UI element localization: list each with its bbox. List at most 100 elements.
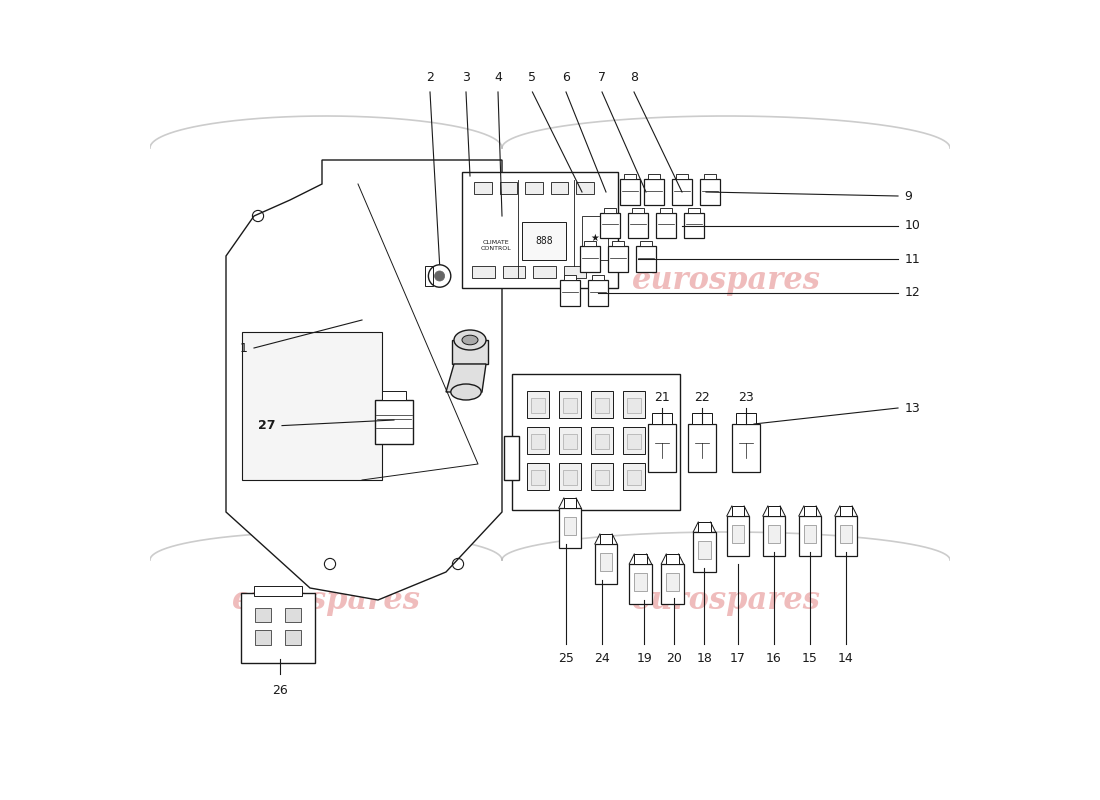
Text: 8: 8 xyxy=(630,71,638,84)
Text: ★: ★ xyxy=(591,234,600,243)
Text: 1: 1 xyxy=(240,342,248,354)
Bar xyxy=(660,208,672,213)
Bar xyxy=(582,216,607,260)
Text: 888: 888 xyxy=(536,236,553,246)
Bar xyxy=(472,266,495,278)
Ellipse shape xyxy=(462,335,478,345)
Bar xyxy=(499,182,517,194)
Bar xyxy=(627,398,641,413)
Text: 22: 22 xyxy=(694,391,710,404)
Text: 13: 13 xyxy=(904,402,921,414)
Bar xyxy=(768,525,780,543)
Bar xyxy=(426,266,433,286)
Text: 14: 14 xyxy=(838,652,854,665)
Circle shape xyxy=(434,271,444,281)
Bar xyxy=(629,564,651,604)
Bar xyxy=(588,280,608,306)
Bar xyxy=(835,516,857,556)
Bar xyxy=(285,608,301,622)
Bar xyxy=(580,246,600,272)
Bar xyxy=(635,554,647,564)
Bar xyxy=(635,573,647,591)
Polygon shape xyxy=(446,364,486,392)
Bar xyxy=(563,470,578,485)
Text: 23: 23 xyxy=(738,391,754,404)
Text: eurospares: eurospares xyxy=(232,585,420,615)
Bar xyxy=(839,506,853,516)
Bar xyxy=(503,266,525,278)
Bar xyxy=(525,182,542,194)
Text: 25: 25 xyxy=(558,652,574,665)
Bar xyxy=(768,506,780,516)
Bar xyxy=(591,463,613,490)
Bar xyxy=(600,553,613,571)
Bar xyxy=(527,427,549,454)
Bar xyxy=(636,246,656,272)
Bar xyxy=(648,424,676,472)
Text: 19: 19 xyxy=(637,652,652,665)
Bar xyxy=(534,266,556,278)
Polygon shape xyxy=(452,340,487,364)
Bar xyxy=(564,498,576,508)
Bar xyxy=(559,427,581,454)
Bar xyxy=(698,522,711,532)
Text: 16: 16 xyxy=(766,652,782,665)
Bar xyxy=(595,434,609,449)
Text: 24: 24 xyxy=(594,652,609,665)
Text: eurospares: eurospares xyxy=(631,265,821,295)
Bar xyxy=(383,391,406,400)
Bar xyxy=(704,174,716,179)
Bar xyxy=(608,246,628,272)
Ellipse shape xyxy=(454,330,486,350)
Bar xyxy=(591,391,613,418)
Bar xyxy=(684,213,704,238)
Text: 12: 12 xyxy=(904,286,921,299)
Bar xyxy=(531,470,546,485)
Bar xyxy=(592,275,604,280)
Bar xyxy=(600,213,620,238)
Bar xyxy=(559,463,581,490)
Bar xyxy=(627,434,641,449)
Bar xyxy=(474,182,492,194)
Ellipse shape xyxy=(451,384,481,400)
Bar xyxy=(799,516,822,556)
Text: 15: 15 xyxy=(802,652,818,665)
Text: 27: 27 xyxy=(258,419,276,432)
Bar xyxy=(595,544,617,584)
FancyBboxPatch shape xyxy=(462,172,618,288)
Bar xyxy=(255,630,271,645)
Bar xyxy=(604,208,616,213)
Text: 21: 21 xyxy=(654,391,670,404)
Bar xyxy=(762,516,785,556)
Bar xyxy=(804,506,816,516)
Bar xyxy=(254,586,301,596)
Text: 3: 3 xyxy=(462,71,470,84)
Bar xyxy=(623,391,646,418)
Text: 6: 6 xyxy=(562,71,570,84)
Bar xyxy=(667,554,679,564)
Text: 2: 2 xyxy=(426,71,433,84)
Bar xyxy=(560,280,580,306)
Text: eurospares: eurospares xyxy=(232,265,420,295)
Bar xyxy=(732,525,745,543)
Bar xyxy=(285,630,301,645)
Bar xyxy=(676,174,688,179)
Bar xyxy=(623,463,646,490)
Bar xyxy=(732,506,745,516)
Bar xyxy=(692,414,712,424)
Bar xyxy=(527,391,549,418)
Bar xyxy=(804,525,816,543)
Bar xyxy=(375,400,414,443)
Bar xyxy=(640,242,652,246)
Bar xyxy=(623,427,646,454)
FancyBboxPatch shape xyxy=(241,593,316,663)
Bar xyxy=(551,182,569,194)
Bar xyxy=(727,516,749,556)
Bar xyxy=(564,517,576,535)
Text: 26: 26 xyxy=(273,684,288,697)
Bar xyxy=(698,541,711,559)
Bar xyxy=(732,424,760,472)
Text: 5: 5 xyxy=(528,71,537,84)
Bar xyxy=(661,564,683,604)
Bar xyxy=(563,398,578,413)
